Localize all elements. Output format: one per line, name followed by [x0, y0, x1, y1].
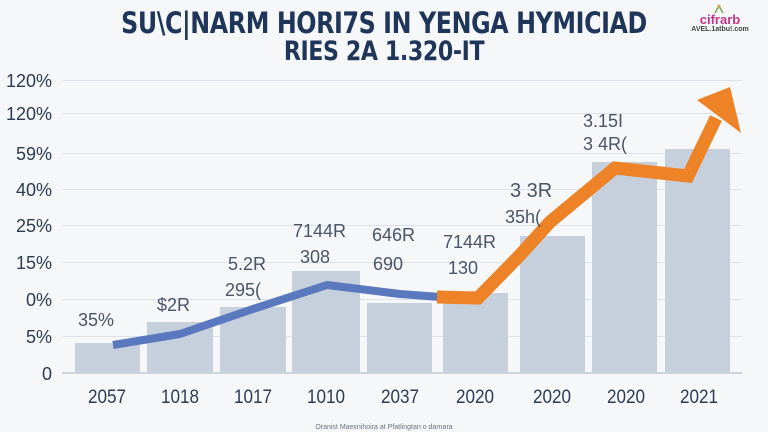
data-label: 3 3R	[510, 180, 553, 202]
data-label: 35%	[78, 310, 115, 330]
x-tick-label: 2020	[606, 387, 646, 408]
logo-mark: cifrarb	[699, 12, 741, 27]
bar	[592, 162, 657, 372]
x-tick-label: 2021	[679, 387, 719, 408]
bar	[443, 293, 508, 372]
data-label: 35h(	[505, 207, 542, 227]
y-tick-label: 120%	[5, 71, 52, 91]
gridline	[62, 189, 742, 190]
trend-line-orange	[436, 115, 722, 305]
gridline	[62, 299, 742, 300]
y-tick-label: 5%	[25, 327, 52, 347]
data-label: 5.2R	[228, 254, 267, 274]
data-label: 646R	[372, 225, 416, 245]
data-label: 130	[448, 258, 479, 278]
y-tick-label: 40%	[15, 180, 52, 200]
x-tick-label: 2020	[455, 387, 495, 408]
brand-logo: cifrarb AVEL.1atbu!.com	[675, 4, 765, 33]
data-label: 690	[373, 254, 404, 274]
x-tick-label: 2057	[87, 387, 127, 408]
chart-title-line1: SU\C|NARM HORI7S IN YENGA HYMICIAD	[121, 6, 647, 40]
gridline	[62, 113, 742, 114]
data-label: 308	[300, 247, 331, 267]
x-tick-label: 2020	[532, 387, 572, 408]
y-tick-label: 0%	[25, 290, 52, 310]
leaf-icon	[714, 4, 724, 14]
y-tick-label: 0	[41, 364, 52, 384]
gridline	[62, 225, 742, 226]
data-label: $2R	[157, 295, 191, 315]
x-tick-label: 1017	[233, 387, 273, 408]
y-tick-label: 120%	[5, 104, 52, 124]
trend-line-blue	[112, 281, 441, 349]
data-label: 3.15I	[583, 111, 624, 131]
arrow-head-icon	[697, 87, 741, 133]
gridline	[62, 153, 742, 154]
gridline	[62, 80, 742, 81]
data-label: 7144R	[293, 221, 347, 241]
bar	[520, 236, 585, 372]
y-tick-label: 25%	[15, 216, 52, 236]
bar	[75, 343, 140, 372]
data-label: 295(	[225, 280, 262, 300]
chart-title-line2: RIES 2A 1.320-IT	[283, 36, 485, 67]
gridline	[62, 262, 742, 263]
x-axis-line	[62, 372, 742, 374]
x-tick-label: 1010	[306, 387, 346, 408]
logo-url: AVEL.1atbu!.com	[691, 26, 749, 33]
data-label: 3 4R(	[583, 134, 628, 154]
source-caption: Oranist Maexnihoira at Pfatlingtan o dar…	[315, 424, 453, 431]
y-tick-label: 59%	[15, 144, 52, 164]
bar	[665, 149, 730, 372]
x-tick-label: 2037	[380, 387, 420, 408]
y-tick-label: 15%	[15, 253, 52, 273]
bar	[367, 303, 432, 372]
x-tick-label: 1018	[160, 387, 200, 408]
data-label: 7144R	[443, 232, 497, 252]
